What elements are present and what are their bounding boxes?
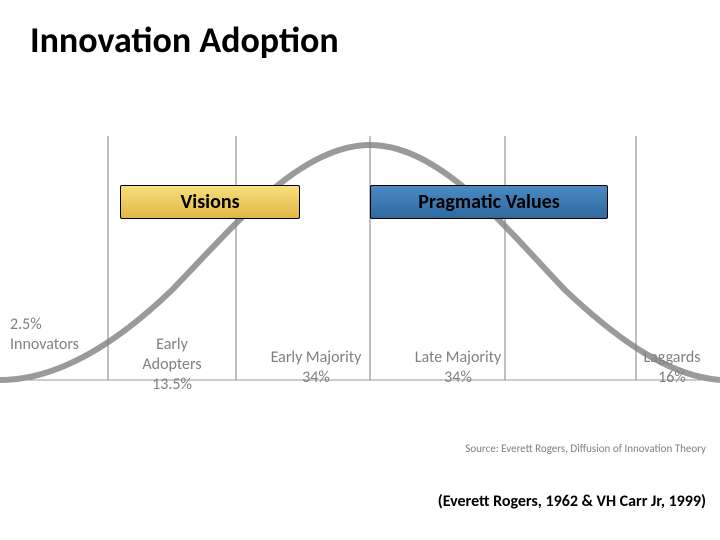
source-line: Source: Everett Rogers, Diffusion of Inn…: [465, 442, 706, 455]
cat-early-adopters: Early Adopters 13.5%: [124, 335, 220, 395]
pragmatic-pill: Pragmatic Values: [370, 185, 608, 219]
cat-innovators: 2.5% Innovators: [10, 315, 100, 355]
cat-late-majority: Late Majority 34%: [398, 348, 518, 388]
cat-pct: 16%: [626, 368, 718, 388]
bell-curve-chart: 2.5% Innovators Early Adopters 13.5% Ear…: [0, 120, 720, 410]
cat-name: Early Majority: [256, 348, 376, 368]
cat-name: Late Majority: [398, 348, 518, 368]
cat-laggards: Laggards 16%: [626, 348, 718, 388]
cat-early-majority: Early Majority 34%: [256, 348, 376, 388]
page-title: Innovation Adoption: [30, 18, 339, 62]
visions-pill: Visions: [120, 185, 300, 219]
pragmatic-label: Pragmatic Values: [418, 190, 560, 214]
cat-name: 2.5% Innovators: [10, 315, 100, 355]
cat-name: Early Adopters: [124, 335, 220, 375]
cat-pct: 13.5%: [124, 375, 220, 395]
cat-name: Laggards: [626, 348, 718, 368]
visions-label: Visions: [180, 190, 239, 214]
citation: (Everett Rogers, 1962 & VH Carr Jr, 1999…: [438, 492, 706, 511]
cat-pct: 34%: [256, 368, 376, 388]
cat-pct: 34%: [398, 368, 518, 388]
slide: Innovation Adoption 2.5% Innovators Earl…: [0, 0, 720, 540]
